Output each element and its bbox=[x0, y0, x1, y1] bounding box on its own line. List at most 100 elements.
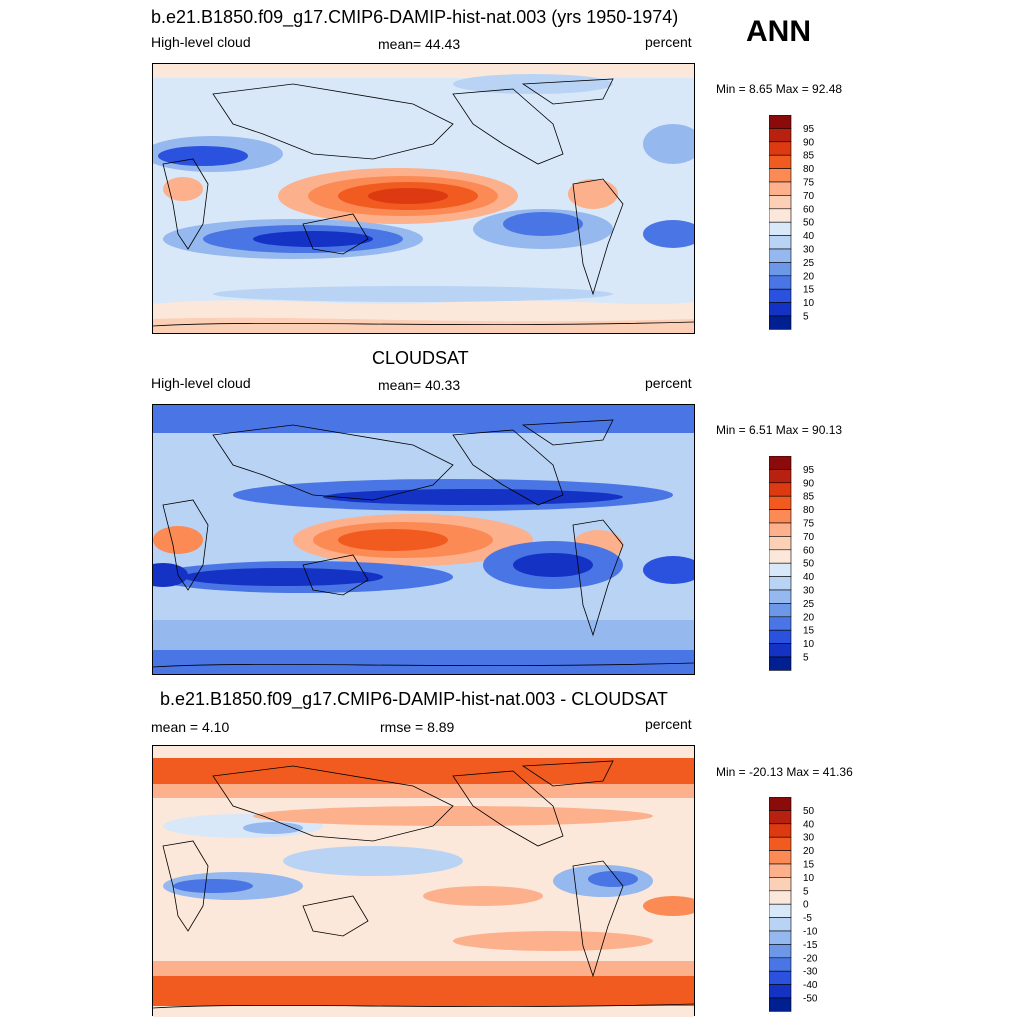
panel-3-units-label: percent bbox=[645, 716, 692, 732]
colorbar-swatch bbox=[769, 208, 792, 223]
panel-2-minmax: Min = 6.51 Max = 90.13 bbox=[716, 423, 843, 437]
colorbar-swatch bbox=[769, 509, 792, 524]
colorbar-swatch bbox=[769, 797, 792, 811]
colorbar-tick-label: 40 bbox=[803, 572, 815, 583]
colorbar-tick-label: 20 bbox=[803, 612, 815, 623]
colorbar-tick-label: 90 bbox=[803, 478, 815, 489]
colorbar-tick-label: 95 bbox=[803, 465, 815, 476]
colorbar-tick-label: -20 bbox=[803, 953, 818, 964]
colorbar-swatch bbox=[769, 836, 792, 851]
colorbar-swatch bbox=[769, 482, 792, 497]
colorbar-tick-label: 25 bbox=[803, 258, 815, 269]
panel-1-minmax: Min = 8.65 Max = 92.48 bbox=[716, 82, 843, 96]
colorbar-tick-label: 80 bbox=[803, 164, 815, 175]
colorbar-tick-label: 80 bbox=[803, 505, 815, 516]
colorbar-tick-label: 70 bbox=[803, 532, 815, 543]
panel-1-mean-label: mean= 44.43 bbox=[378, 36, 461, 52]
colorbar-tick-label: -10 bbox=[803, 927, 818, 938]
colorbar-swatch bbox=[769, 141, 792, 156]
colorbar-tick-label: 30 bbox=[803, 833, 815, 844]
panel-3-rmse-label: rmse = 8.89 bbox=[380, 719, 455, 735]
colorbar-tick-label: 40 bbox=[803, 231, 815, 242]
colorbar-swatch bbox=[769, 115, 792, 129]
panel-1-title: b.e21.B1850.f09_g17.CMIP6-DAMIP-hist-nat… bbox=[151, 7, 679, 27]
colorbar-tick-label: 5 bbox=[803, 653, 809, 664]
colorbar-swatch bbox=[769, 930, 792, 945]
season-label: ANN bbox=[746, 15, 811, 48]
panel-1-variable-label: High-level cloud bbox=[151, 34, 251, 50]
colorbar-tick-label: 20 bbox=[803, 271, 815, 282]
colorbar-swatch bbox=[769, 863, 792, 878]
colorbar-swatch bbox=[769, 469, 792, 484]
colorbar-swatch bbox=[769, 616, 792, 631]
colorbar-swatch bbox=[769, 456, 792, 470]
colorbar-swatch bbox=[769, 589, 792, 604]
colorbar-swatch bbox=[769, 997, 792, 1012]
colorbar-tick-label: 60 bbox=[803, 545, 815, 556]
colorbar-swatch bbox=[769, 315, 792, 330]
panel-2-colorbar: 95 90 85 80 75 70 60 50 40 30 25 20 15 10 5 bbox=[769, 456, 815, 671]
colorbar-tick-label: -15 bbox=[803, 940, 818, 951]
colorbar-tick-label: 60 bbox=[803, 204, 815, 215]
colorbar-swatch bbox=[769, 810, 792, 825]
colorbar-swatch bbox=[769, 957, 792, 972]
colorbar-tick-label: 85 bbox=[803, 151, 815, 162]
colorbar-swatch bbox=[769, 168, 792, 183]
colorbar-tick-label: 10 bbox=[803, 639, 815, 650]
colorbar-tick-label: 10 bbox=[803, 298, 815, 309]
colorbar-tick-label: 50 bbox=[803, 218, 815, 229]
colorbar-tick-label: 0 bbox=[803, 900, 809, 911]
colorbar-tick-label: 15 bbox=[803, 626, 815, 637]
colorbar-tick-label: -5 bbox=[803, 913, 812, 924]
colorbar-tick-label: 50 bbox=[803, 806, 815, 817]
colorbar-tick-label: 75 bbox=[803, 178, 815, 189]
colorbar-tick-label: 75 bbox=[803, 519, 815, 530]
panel-3-title: b.e21.B1850.f09_g17.CMIP6-DAMIP-hist-nat… bbox=[160, 689, 668, 709]
colorbar-swatch bbox=[769, 536, 792, 551]
colorbar-swatch bbox=[769, 629, 792, 644]
colorbar-swatch bbox=[769, 656, 792, 671]
colorbar-tick-label: 85 bbox=[803, 492, 815, 503]
colorbar-swatch bbox=[769, 890, 792, 905]
colorbar-tick-label: 95 bbox=[803, 124, 815, 135]
colorbar-swatch bbox=[769, 603, 792, 618]
panel-2-units-label: percent bbox=[645, 375, 692, 391]
colorbar-swatch bbox=[769, 181, 792, 196]
colorbar-tick-label: 10 bbox=[803, 873, 815, 884]
colorbar-tick-label: 20 bbox=[803, 846, 815, 857]
panel-3-minmax: Min = -20.13 Max = 41.36 bbox=[716, 765, 853, 779]
colorbar-tick-label: 25 bbox=[803, 599, 815, 610]
colorbar-swatch bbox=[769, 643, 792, 658]
colorbar-swatch bbox=[769, 288, 792, 303]
colorbar-swatch bbox=[769, 154, 792, 169]
colorbar-swatch bbox=[769, 275, 792, 290]
panel-2-map bbox=[152, 404, 695, 675]
panel-1-colorbar: 95 90 85 80 75 70 60 50 40 30 25 20 15 10 5 bbox=[769, 115, 815, 330]
colorbar-swatch bbox=[769, 522, 792, 537]
colorbar-swatch bbox=[769, 495, 792, 510]
colorbar-swatch bbox=[769, 823, 792, 838]
colorbar-tick-label: 70 bbox=[803, 191, 815, 202]
colorbar-tick-label: -50 bbox=[803, 994, 818, 1005]
colorbar-tick-label: 30 bbox=[803, 586, 815, 597]
colorbar-tick-label: 15 bbox=[803, 860, 815, 871]
colorbar-tick-label: -30 bbox=[803, 967, 818, 978]
colorbar-tick-label: -40 bbox=[803, 980, 818, 991]
colorbar-swatch bbox=[769, 221, 792, 236]
colorbar-swatch bbox=[769, 235, 792, 250]
panel-3-colorbar: 50 40 30 20 15 10 5 0 -5 -10 -15 -20 -30 -40 -50 bbox=[769, 797, 818, 1012]
panel-2-mean-label: mean= 40.33 bbox=[378, 377, 461, 393]
colorbar-swatch bbox=[769, 248, 792, 263]
panel-3-mean-label: mean = 4.10 bbox=[151, 719, 230, 735]
colorbar-swatch bbox=[769, 576, 792, 591]
colorbar-swatch bbox=[769, 917, 792, 932]
colorbar-tick-label: 50 bbox=[803, 559, 815, 570]
colorbar-swatch bbox=[769, 128, 792, 143]
panel-2-variable-label: High-level cloud bbox=[151, 375, 251, 391]
colorbar-tick-label: 40 bbox=[803, 819, 815, 830]
colorbar-swatch bbox=[769, 984, 792, 999]
colorbar-swatch bbox=[769, 850, 792, 865]
colorbar-swatch bbox=[769, 302, 792, 317]
colorbar-swatch bbox=[769, 562, 792, 577]
